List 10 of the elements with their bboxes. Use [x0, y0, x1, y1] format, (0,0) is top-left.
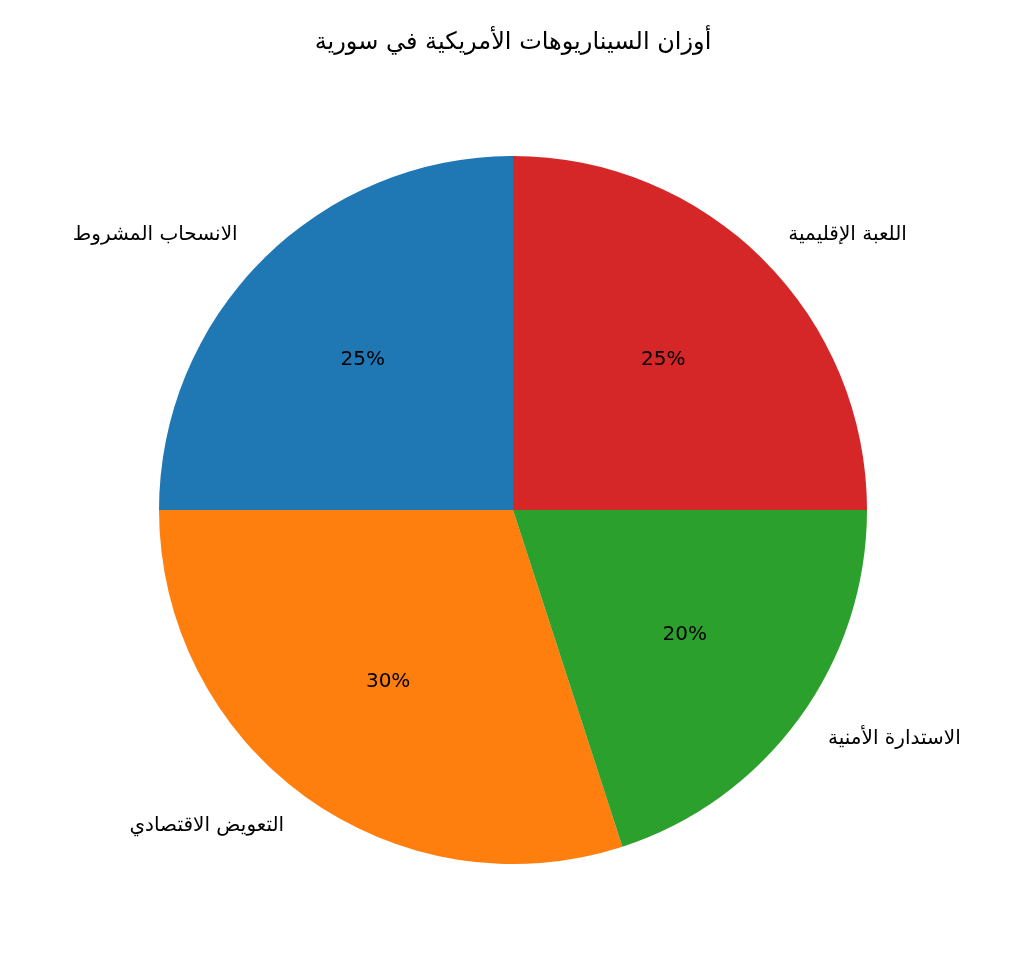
- pie-slice: [159, 156, 513, 510]
- data-label: 30%: [365, 668, 411, 693]
- chart-title: أوزان السيناريوهات الأمريكية في سورية: [314, 25, 712, 55]
- slice-label: التعويض الاقتصادي: [129, 811, 285, 837]
- data-label: 20%: [662, 621, 708, 646]
- slice-label: اللعبة الإقليمية: [788, 221, 907, 246]
- slice-label: الاستدارة الأمنية: [828, 725, 961, 750]
- data-label: 25%: [340, 346, 386, 371]
- data-label: 25%: [640, 346, 686, 371]
- slice-label: الانسحاب المشروط: [72, 221, 238, 246]
